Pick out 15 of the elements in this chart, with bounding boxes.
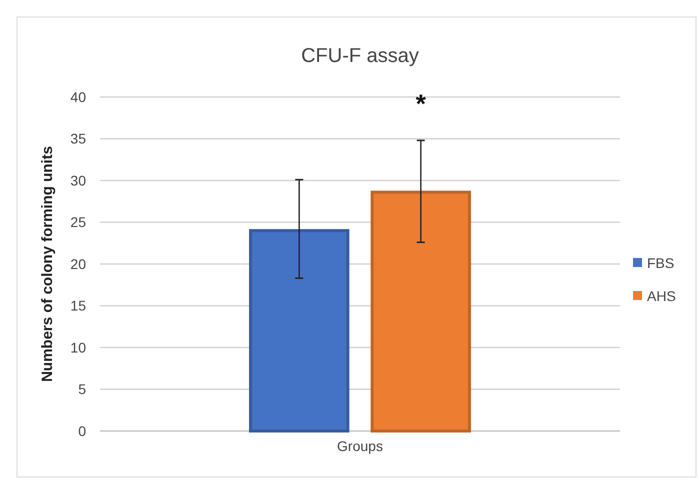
y-tick-label: 20 xyxy=(70,256,86,272)
y-tick-label: 5 xyxy=(78,381,86,398)
legend-label: FBS xyxy=(647,254,674,271)
y-axis-title: Numbers of colony forming units xyxy=(39,146,56,382)
y-tick-label: 35 xyxy=(70,130,86,147)
y-tick-label: 15 xyxy=(70,298,86,314)
y-tick-label: 40 xyxy=(70,88,86,105)
y-tick-label: 30 xyxy=(70,172,86,188)
y-tick-label: 10 xyxy=(70,339,86,356)
y-tick-label: 0 xyxy=(78,422,86,439)
y-tick-label: 25 xyxy=(70,214,86,230)
legend-label: AHS xyxy=(647,288,676,304)
annotation: * xyxy=(416,88,427,118)
x-axis-title: Groups xyxy=(337,438,383,454)
chart-title: CFU-F assay xyxy=(301,45,419,67)
